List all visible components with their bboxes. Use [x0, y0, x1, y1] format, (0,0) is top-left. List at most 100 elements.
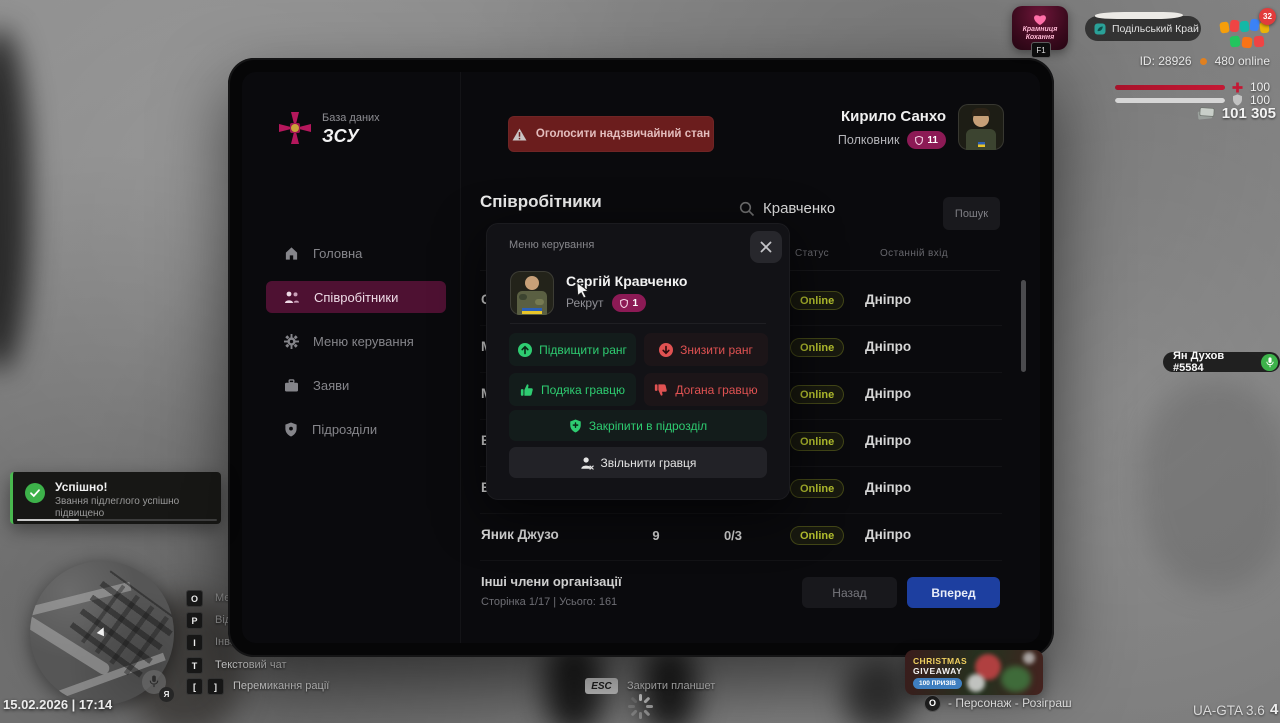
armor-shield-icon — [1233, 94, 1242, 106]
table-scrollbar[interactable] — [1021, 280, 1026, 372]
employee-city: Дніпро — [865, 527, 912, 542]
health-row: 100 — [1100, 80, 1276, 94]
loading-spinner-icon — [627, 693, 653, 719]
banner-decor — [1023, 652, 1035, 664]
nametag-text: Ян Духов #5584 — [1173, 350, 1225, 374]
hud-id-line: ID: 28926 480 online — [1080, 54, 1270, 68]
armor-value: 100 — [1250, 93, 1271, 107]
success-toast: Успішно! Звання підлеглого успішно підви… — [10, 472, 221, 524]
status-badge: Online — [790, 479, 845, 498]
demote-rank-button[interactable]: Знизити ранг — [644, 333, 768, 366]
status-badge: Online — [790, 432, 845, 451]
arrow-up-circle-icon — [518, 342, 533, 357]
region-pill: Подільський Край — [1085, 12, 1201, 41]
modal-close-button[interactable] — [750, 231, 782, 263]
player-name: Сергій Кравченко — [566, 273, 688, 289]
employee-name: С — [481, 292, 491, 307]
assign-label: Закріпити в підрозділ — [588, 418, 708, 433]
armor-row: 100 — [1100, 93, 1276, 107]
home-icon — [285, 246, 298, 260]
keybind-key-i: I — [186, 634, 203, 651]
promo-keybind-line: O - Персонаж - Розіграш — [924, 694, 1072, 712]
modal-title: Меню керування — [509, 239, 595, 251]
back-button[interactable]: Назад — [802, 577, 897, 608]
keybind-label: Текстовий чат — [215, 659, 287, 671]
banner-title-line1: CHRISTMAS — [913, 656, 968, 666]
table-row[interactable]: Яник Джузо 9 0/3 Online Дніпро — [480, 513, 1002, 561]
app-subtitle: База даних — [322, 112, 380, 124]
search-input[interactable]: Кравченко — [763, 200, 836, 217]
current-user-name: Кирило Санхо — [841, 108, 946, 125]
column-header-last-login: Останній вхід — [880, 248, 949, 259]
sidebar-item-applications[interactable]: Заяви — [266, 369, 446, 401]
shield-icon — [285, 421, 297, 436]
sidebar-item-units[interactable]: Підрозділи — [266, 413, 446, 445]
tablet-screen: База даних ЗСУ Головна Співробітники — [242, 72, 1040, 643]
sidebar-item-home[interactable]: Головна — [266, 237, 446, 269]
zsu-cross-icon — [279, 112, 311, 144]
toast-message-line2: підвищено — [55, 508, 105, 519]
keybind-key-bracket-left: [ — [186, 678, 203, 695]
rank-level-value: 11 — [927, 134, 938, 146]
love-shop-icon[interactable]: Крамниця Кохання — [1012, 6, 1068, 50]
keybind-key-p: P — [186, 612, 203, 629]
player-avatar — [510, 271, 554, 315]
status-badge: Online — [790, 291, 845, 310]
other-members-title: Інші члени організації — [481, 574, 622, 589]
online-count: 480 online — [1214, 54, 1270, 68]
sidebar-item-employees[interactable]: Співробітники — [266, 281, 446, 313]
avatar-flag-belt — [522, 308, 542, 314]
player-rank-level: 1 — [632, 297, 638, 309]
sidebar-item-label: Співробітники — [314, 289, 399, 305]
table-row[interactable]: М Online Дніпро — [480, 372, 1002, 420]
sidebar-item-label: Головна — [313, 245, 363, 261]
background-leg-far-right — [845, 662, 911, 723]
christmas-giveaway-banner[interactable]: CHRISTMAS GIVEAWAY 100 ПРИЗІВ — [905, 650, 1043, 695]
table-row[interactable]: Е Online Дніпро — [480, 466, 1002, 514]
status-badge: Online — [790, 385, 845, 404]
fps-counter: 4 — [1270, 701, 1279, 718]
avatar-camo — [535, 299, 544, 305]
love-shop-line1: Крамниця — [1022, 26, 1058, 33]
region-label: Подільський Край — [1112, 22, 1199, 35]
player-nametag: Ян Духов #5584 — [1163, 350, 1280, 374]
app-title: ЗСУ — [322, 126, 360, 146]
sidebar-item-control-menu[interactable]: Меню керування — [266, 325, 446, 357]
shield-plus-icon — [570, 418, 581, 432]
employee-city: Дніпро — [865, 339, 912, 354]
declare-emergency-button[interactable]: Оголосити надзвичайний стан — [508, 116, 714, 152]
check-circle-icon — [25, 483, 45, 503]
keybind-key-t: T — [186, 657, 203, 674]
app-logo — [277, 110, 313, 146]
assign-unit-button[interactable]: Закріпити в підрозділ — [509, 410, 767, 441]
datetime: 15.02.2026 | 17:14 — [3, 697, 113, 712]
money-icon — [1197, 107, 1215, 120]
sidebar-item-label: Меню керування — [313, 333, 414, 349]
banner-decor — [1001, 666, 1031, 692]
armor-bar — [1115, 97, 1225, 103]
current-user-rank: Полковник — [837, 133, 900, 147]
search-button[interactable]: Пошук — [943, 197, 1000, 230]
thumbs-up-icon — [520, 383, 533, 396]
control-menu-modal: Меню керування Сергій Кравченко Ре — [486, 223, 790, 500]
promo-label: - Персонаж - Розіграш — [948, 696, 1072, 710]
thanks-player-button[interactable]: Подяка гравцю — [509, 373, 636, 406]
minimap — [30, 561, 174, 705]
close-icon — [760, 241, 772, 253]
gear-icon — [284, 333, 299, 349]
money-row: 101 305 — [1100, 103, 1276, 123]
toast-message-line1: Звання підлеглого успішно — [55, 496, 180, 507]
keybind-key-bracket-right: ] — [207, 678, 224, 695]
status-badge: Online — [790, 338, 845, 357]
dismiss-player-button[interactable]: Звільнити гравця — [509, 447, 767, 478]
rank-shield-icon — [620, 298, 629, 308]
avatar-flag — [978, 142, 985, 147]
forward-button[interactable]: Вперед — [907, 577, 1000, 608]
banner-title-line2: GIVEAWAY — [913, 666, 963, 676]
online-dot-icon — [1199, 57, 1207, 65]
promote-rank-button[interactable]: Підвищити ранг — [509, 333, 636, 366]
arrow-down-circle-icon — [659, 342, 674, 357]
reprimand-player-button[interactable]: Догана гравцю — [644, 373, 768, 406]
promo-keycap: O — [924, 694, 941, 712]
demote-label: Знизити ранг — [680, 342, 753, 357]
